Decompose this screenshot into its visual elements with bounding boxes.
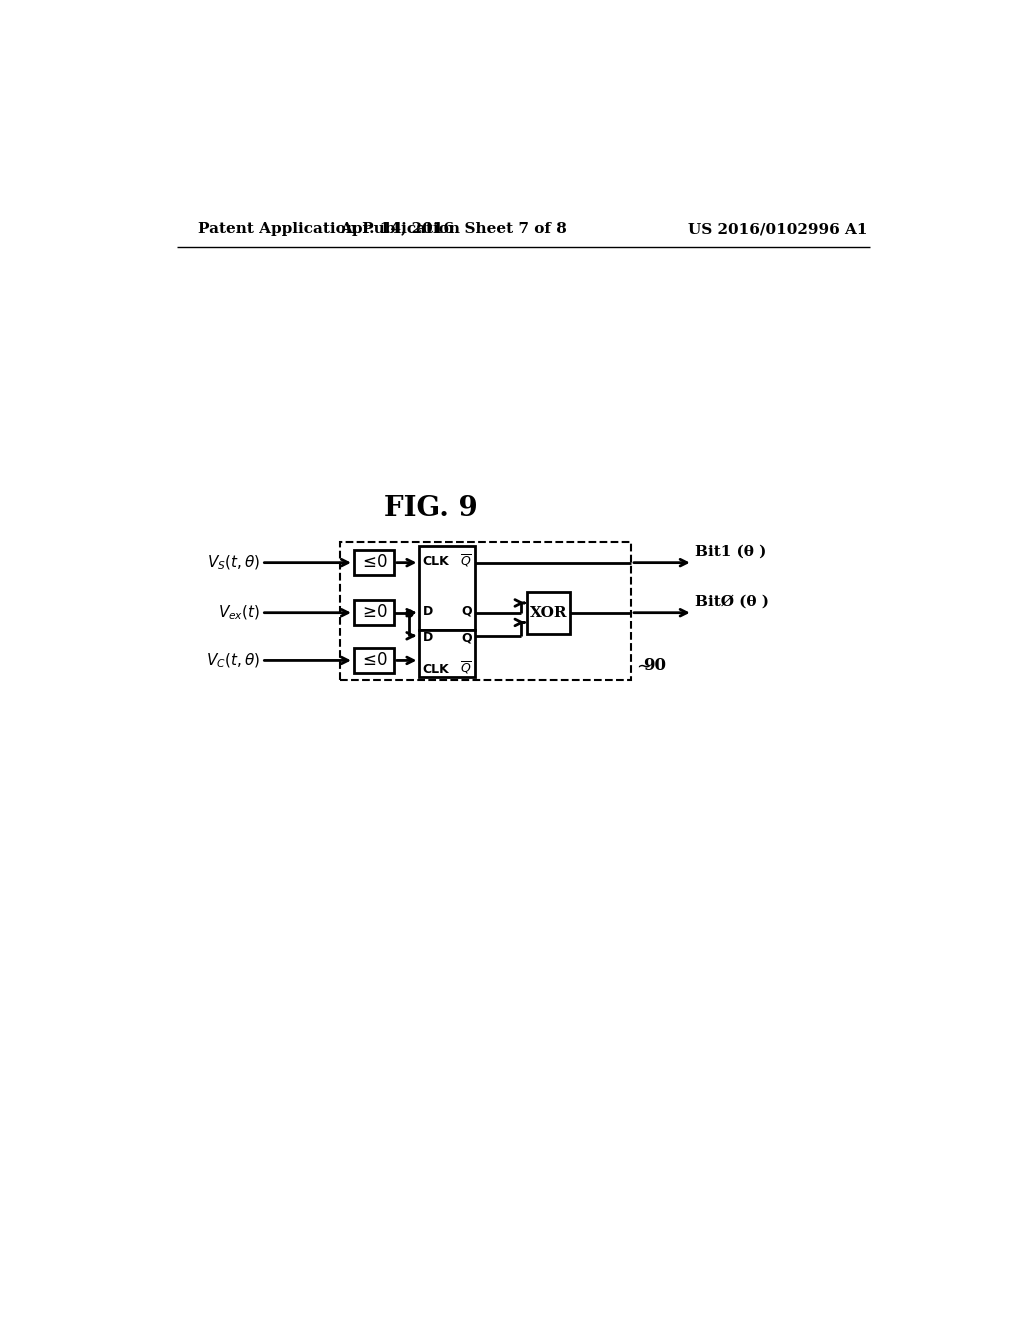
Text: $\mathsf{\sim}$: $\mathsf{\sim}$ <box>633 656 651 675</box>
Text: D: D <box>422 605 432 618</box>
Bar <box>354 550 394 576</box>
Bar <box>354 601 394 626</box>
Text: $\overline{Q}$: $\overline{Q}$ <box>460 660 472 676</box>
Text: CLK: CLK <box>422 554 450 568</box>
Bar <box>354 648 394 673</box>
Text: $\overline{Q}$: $\overline{Q}$ <box>460 553 472 569</box>
Text: $\leq\!0$: $\leq\!0$ <box>359 652 388 669</box>
Text: $V_S(t,\theta)$: $V_S(t,\theta)$ <box>207 553 260 572</box>
Text: $\leq\!0$: $\leq\!0$ <box>359 554 388 572</box>
Text: Q: Q <box>461 605 472 618</box>
Text: $V_{ex}(t)$: $V_{ex}(t)$ <box>218 603 260 622</box>
Text: $\geq\!0$: $\geq\!0$ <box>359 605 388 622</box>
Text: XOR: XOR <box>530 606 567 619</box>
Text: FIG. 9: FIG. 9 <box>384 495 478 523</box>
Text: US 2016/0102996 A1: US 2016/0102996 A1 <box>687 222 867 236</box>
Text: CLK: CLK <box>422 663 450 676</box>
Text: Bit1 (θ ): Bit1 (θ ) <box>695 545 766 558</box>
Bar <box>340 541 631 681</box>
Text: D: D <box>422 631 432 644</box>
Text: Q: Q <box>461 631 472 644</box>
Text: BitØ (θ ): BitØ (θ ) <box>695 595 769 609</box>
Text: 90: 90 <box>643 657 667 675</box>
Text: Patent Application Publication: Patent Application Publication <box>199 222 461 236</box>
Bar <box>527 591 569 634</box>
Bar <box>419 545 475 630</box>
Bar <box>419 630 475 677</box>
Text: Apr. 14, 2016  Sheet 7 of 8: Apr. 14, 2016 Sheet 7 of 8 <box>341 222 567 236</box>
Text: $V_C(t,\theta)$: $V_C(t,\theta)$ <box>206 651 260 669</box>
